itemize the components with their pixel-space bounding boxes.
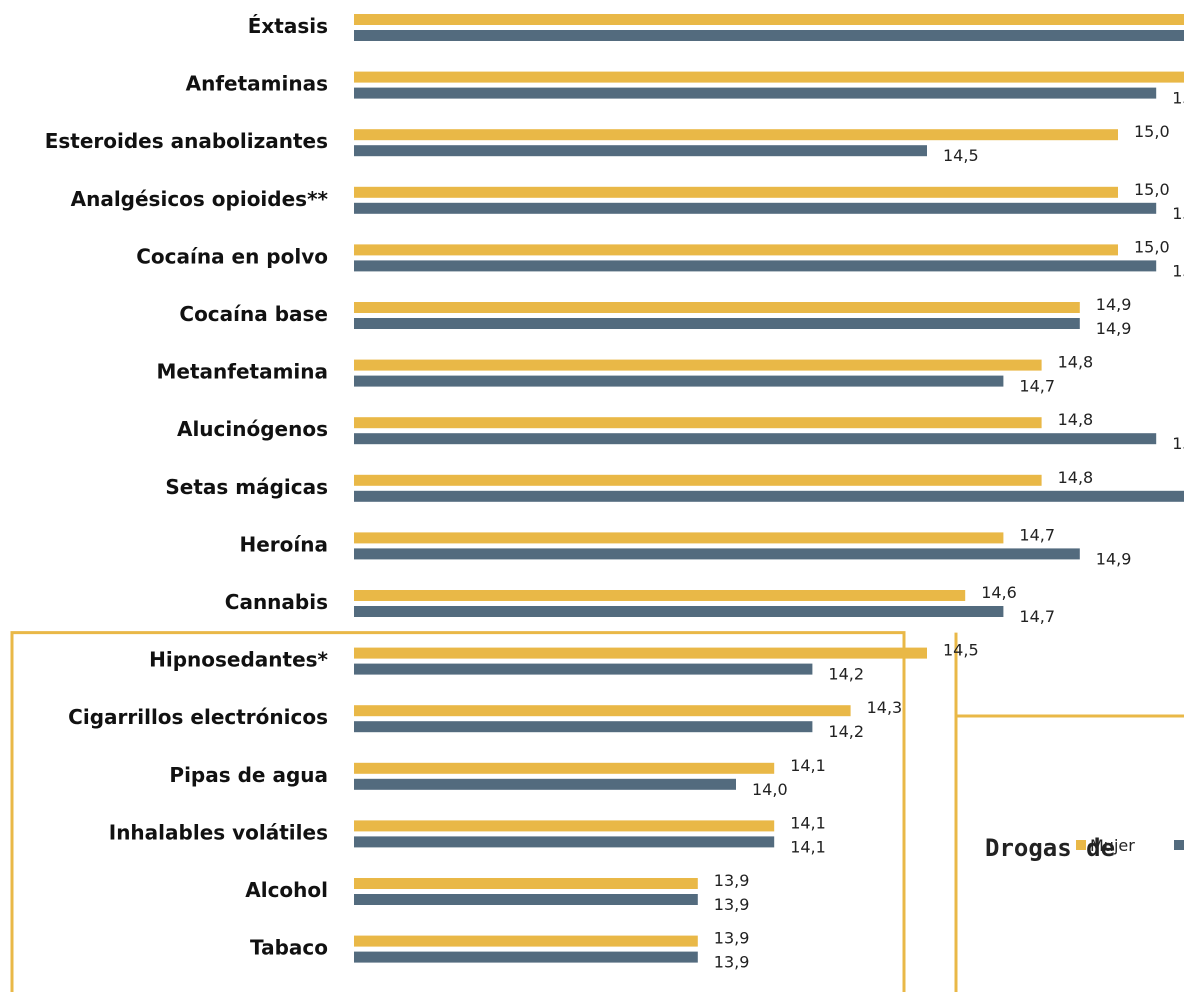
category-label-metanfetamina: Metanfetamina [156,360,328,384]
category-label-setas-magicas: Setas mágicas [165,475,328,499]
bar-series2-anfetaminas [354,87,1157,99]
bar-mujer-cigarrillos-electronicos [354,705,851,717]
bar-series2-pipas-de-agua [354,778,736,790]
bar-mujer-hipnosedantes [354,647,927,659]
bar-mujer-analgesicos-opioides [354,186,1118,198]
bar-mujer-alcohol [354,878,698,889]
value-label-mujer-inhalables-volatiles: 14,1 [790,813,826,832]
category-label-extasis: Éxtasis [248,14,328,38]
highlight-frame-right [954,632,1184,992]
highlight-title: Drogas de [985,834,1115,862]
category-label-pipas-de-agua: Pipas de agua [169,763,328,787]
bar-mujer-heroina [354,532,1004,544]
value-label-series2-tabaco: 13,9 [714,953,750,972]
bar-mujer-alucinogenos [354,417,1042,429]
bar-series2-metanfetamina [354,375,1004,387]
value-label-series2-analgesicos-opioides: 15,1 [1172,204,1184,223]
bar-series2-tabaco [354,951,698,963]
bar-series2-heroina [354,548,1080,560]
value-label-mujer-metanfetamina: 14,8 [1058,353,1094,372]
value-label-mujer-cocaina-en-polvo: 15,0 [1134,237,1170,256]
value-label-mujer-heroina: 14,7 [1019,525,1055,544]
value-label-series2-alcohol: 13,9 [714,895,750,914]
value-label-series2-cigarrillos-electronicos: 14,2 [828,722,864,741]
value-label-series2-heroina: 14,9 [1096,549,1132,568]
category-label-cocaina-base: Cocaína base [179,302,328,326]
bar-series2-analgesicos-opioides [354,202,1157,214]
value-label-mujer-pipas-de-agua: 14,1 [790,756,826,775]
category-label-heroina: Heroína [240,532,329,556]
bar-series2-cigarrillos-electronicos [354,721,813,733]
category-label-analgesicos-opioides: Analgésicos opioides** [71,187,329,211]
legend-label-mujer: Mujer [1090,836,1135,855]
value-label-mujer-esteroides-anabolizantes: 15,0 [1134,122,1170,141]
value-label-mujer-cocaina-base: 14,9 [1096,295,1132,314]
bar-series2-alcohol [354,894,698,905]
highlight-box: Drogas de [10,631,1184,992]
bar-mujer-cannabis [354,590,966,601]
value-label-mujer-hipnosedantes: 14,5 [943,641,979,660]
bar-series2-inhalables-volatiles [354,836,775,848]
bar-series2-cannabis [354,606,1004,617]
value-label-mujer-tabaco: 13,9 [714,929,750,948]
category-label-esteroides-anabolizantes: Esteroides anabolizantes [45,129,328,153]
bar-series2-extasis [354,30,1184,41]
bar-mujer-extasis [354,14,1184,25]
value-label-series2-metanfetamina: 14,7 [1019,377,1055,396]
bar-mujer-esteroides-anabolizantes [354,129,1118,141]
bar-series2-setas-magicas [354,490,1184,502]
bar-series2-cocaina-base [354,318,1080,329]
category-label-inhalables-volatiles: Inhalables volátiles [109,820,328,844]
category-label-cocaina-en-polvo: Cocaína en polvo [136,244,328,268]
value-label-series2-inhalables-volatiles: 14,1 [790,837,826,856]
bar-mujer-cocaina-base [354,302,1080,313]
legend: Mujer [1076,836,1184,855]
bar-mujer-tabaco [354,935,698,947]
category-label-alcohol: Alcohol [245,878,328,902]
value-label-series2-cocaina-base: 14,9 [1096,319,1132,338]
value-label-mujer-cannabis: 14,6 [981,583,1017,602]
bar-series2-alucinogenos [354,433,1157,445]
value-label-series2-cocaina-en-polvo: 15,1 [1172,261,1184,280]
value-label-series2-pipas-de-agua: 14,0 [752,780,788,799]
bar-mujer-inhalables-volatiles [354,820,775,832]
legend-swatch-mujer [1076,840,1086,850]
value-label-mujer-alucinogenos: 14,8 [1058,410,1094,429]
value-label-series2-hipnosedantes: 14,2 [828,665,864,684]
value-label-series2-esteroides-anabolizantes: 14,5 [943,146,979,165]
value-label-mujer-analgesicos-opioides: 15,0 [1134,180,1170,199]
bars [354,14,1184,963]
bar-series2-hipnosedantes [354,663,813,675]
bar-mujer-anfetaminas [354,71,1184,83]
category-label-tabaco: Tabaco [250,936,328,960]
bar-series2-esteroides-anabolizantes [354,145,927,157]
bar-mujer-pipas-de-agua [354,762,775,774]
value-label-mujer-alcohol: 13,9 [714,871,750,890]
value-label-series2-cannabis: 14,7 [1019,607,1055,626]
value-label-mujer-setas-magicas: 14,8 [1058,468,1094,487]
bar-mujer-metanfetamina [354,359,1042,371]
legend-swatch-series2 [1174,840,1184,850]
bar-mujer-setas-magicas [354,474,1042,486]
category-label-hipnosedantes: Hipnosedantes* [149,648,328,672]
value-label-series2-alucinogenos: 15,1 [1172,434,1184,453]
bar-series2-cocaina-en-polvo [354,260,1157,272]
value-labels: 15,315,515,215,115,014,515,015,115,015,1… [714,89,1184,972]
category-label-cannabis: Cannabis [225,590,328,614]
bar-mujer-cocaina-en-polvo [354,244,1118,256]
value-label-series2-anfetaminas: 15,1 [1172,89,1184,108]
category-labels: Éxtasis Anfetaminas Esteroides anabolizant… [45,14,329,960]
value-label-mujer-cigarrillos-electronicos: 14,3 [867,698,903,717]
highlight-frame-left [10,631,906,992]
category-label-anfetaminas: Anfetaminas [186,72,328,96]
category-label-alucinogenos: Alucinógenos [177,417,328,441]
category-label-cigarrillos-electronicos: Cigarrillos electrónicos [68,705,328,729]
